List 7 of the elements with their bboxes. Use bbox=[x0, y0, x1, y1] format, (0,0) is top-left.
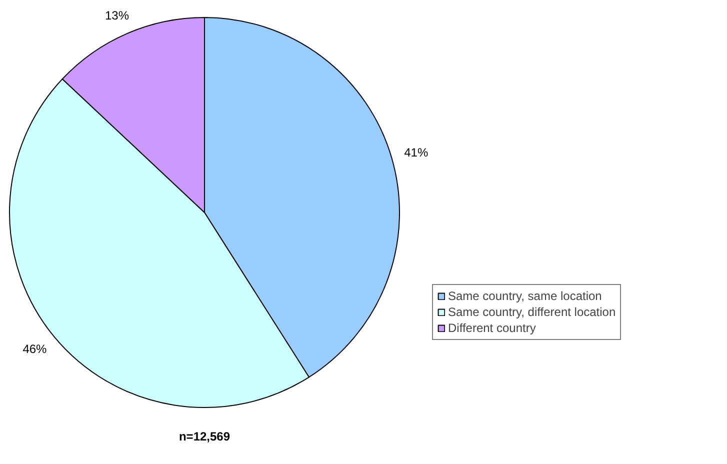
data-label: 46% bbox=[22, 342, 48, 356]
legend-label: Same country, same location bbox=[448, 289, 602, 303]
legend-label: Different country bbox=[448, 321, 536, 335]
data-label: 13% bbox=[104, 8, 130, 23]
text: n=12,569 bbox=[178, 430, 230, 444]
legend-label: Same country, different location bbox=[448, 305, 616, 319]
data-label: 41% bbox=[404, 146, 428, 160]
